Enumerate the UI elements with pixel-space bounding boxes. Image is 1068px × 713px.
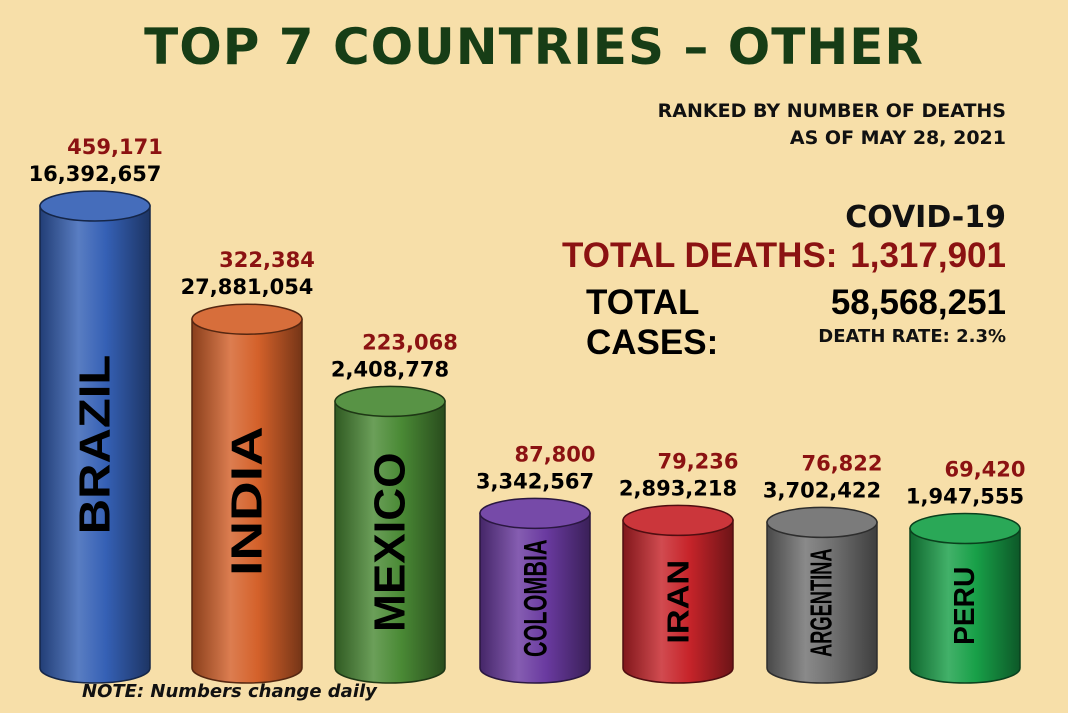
- bar-brazil: [39, 205, 151, 684]
- bar-top-iran: [622, 504, 734, 537]
- bar-label-peru: PERU: [949, 567, 981, 645]
- total-cases-value: 58,568,251: [830, 283, 1006, 322]
- bar-group-iran: IRAN 2,893,218 79,236: [619, 449, 739, 684]
- bar-top-brazil: [39, 190, 151, 222]
- bar-label-mexico: MEXICO: [366, 452, 415, 632]
- bar-group-peru: PERU 1,947,555 69,420: [906, 458, 1026, 684]
- bar-top-mexico: [334, 385, 446, 418]
- chart-subtitle: RANKED BY NUMBER OF DEATHS AS OF MAY 28,…: [658, 98, 1006, 152]
- covid-heading: COVID-19: [845, 200, 1006, 235]
- cases-label-india: 27,881,054: [181, 275, 314, 299]
- bar-label-colombia: COLOMBIA: [517, 539, 554, 657]
- total-deaths-value: 1,317,901: [850, 236, 1006, 275]
- total-cases-row: TOTAL CASES: 58,568,251: [586, 283, 1006, 363]
- bar-india: [191, 318, 303, 684]
- bar-group-argentina: ARGENTINA 3,702,422 76,822: [763, 451, 883, 684]
- cases-label-brazil: 16,392,657: [29, 162, 162, 186]
- bar-group-brazil: BRAZIL 16,392,657 459,171: [29, 135, 163, 684]
- bar-label-brazil: BRAZIL: [71, 355, 120, 535]
- deaths-label-colombia: 87,800: [514, 442, 595, 466]
- bar-colombia: [479, 512, 591, 684]
- bar-top-colombia: [479, 497, 591, 530]
- total-cases-label: TOTAL CASES:: [586, 283, 719, 362]
- bar-group-india: INDIA 27,881,054 322,384: [181, 248, 315, 684]
- bar-label-india: INDIA: [223, 426, 272, 576]
- cases-label-colombia: 3,342,567: [476, 469, 594, 493]
- deaths-label-brazil: 459,171: [67, 135, 163, 159]
- subtitle-line-1: RANKED BY NUMBER OF DEATHS: [657, 100, 1006, 122]
- cases-label-argentina: 3,702,422: [763, 478, 881, 502]
- bar-label-iran: IRAN: [661, 560, 696, 644]
- bar-group-mexico: MEXICO 2,408,778 223,068: [331, 330, 458, 684]
- bar-group-colombia: COLOMBIA 3,342,567 87,800: [476, 442, 596, 684]
- bar-top-argentina: [766, 506, 878, 539]
- deaths-label-mexico: 223,068: [362, 330, 458, 354]
- total-deaths-row: TOTAL DEATHS: 1,317,901: [562, 236, 1006, 276]
- total-deaths-label: TOTAL DEATHS:: [562, 236, 838, 275]
- deaths-label-india: 322,384: [219, 248, 315, 272]
- bar-label-argentina: ARGENTINA: [806, 548, 839, 657]
- bar-top-india: [191, 303, 303, 335]
- bar-top-peru: [909, 512, 1021, 545]
- death-rate: DEATH RATE: 2.3%: [818, 326, 1006, 347]
- deaths-label-peru: 69,420: [944, 458, 1025, 482]
- footnote: NOTE: Numbers change daily: [82, 681, 377, 702]
- bar-peru: [909, 527, 1021, 684]
- cases-label-iran: 2,893,218: [619, 476, 737, 500]
- deaths-label-argentina: 76,822: [801, 451, 882, 475]
- bar-iran: [622, 519, 734, 684]
- bar-argentina: [766, 521, 878, 684]
- cases-label-peru: 1,947,555: [906, 485, 1024, 509]
- deaths-label-iran: 79,236: [657, 449, 738, 473]
- page-title: TOP 7 COUNTRIES – OTHER: [144, 18, 924, 76]
- subtitle-line-2: AS OF MAY 28, 2021: [789, 127, 1006, 149]
- bar-mexico: [334, 400, 446, 684]
- cases-label-mexico: 2,408,778: [331, 357, 449, 381]
